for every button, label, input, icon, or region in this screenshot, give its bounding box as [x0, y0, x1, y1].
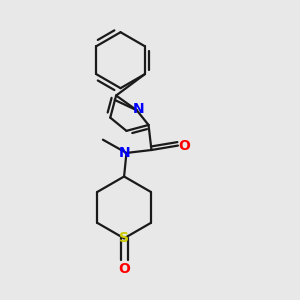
Text: N: N: [132, 102, 144, 116]
Text: O: O: [178, 139, 190, 153]
Text: O: O: [118, 262, 130, 276]
Text: N: N: [118, 146, 130, 160]
Text: S: S: [119, 231, 129, 245]
